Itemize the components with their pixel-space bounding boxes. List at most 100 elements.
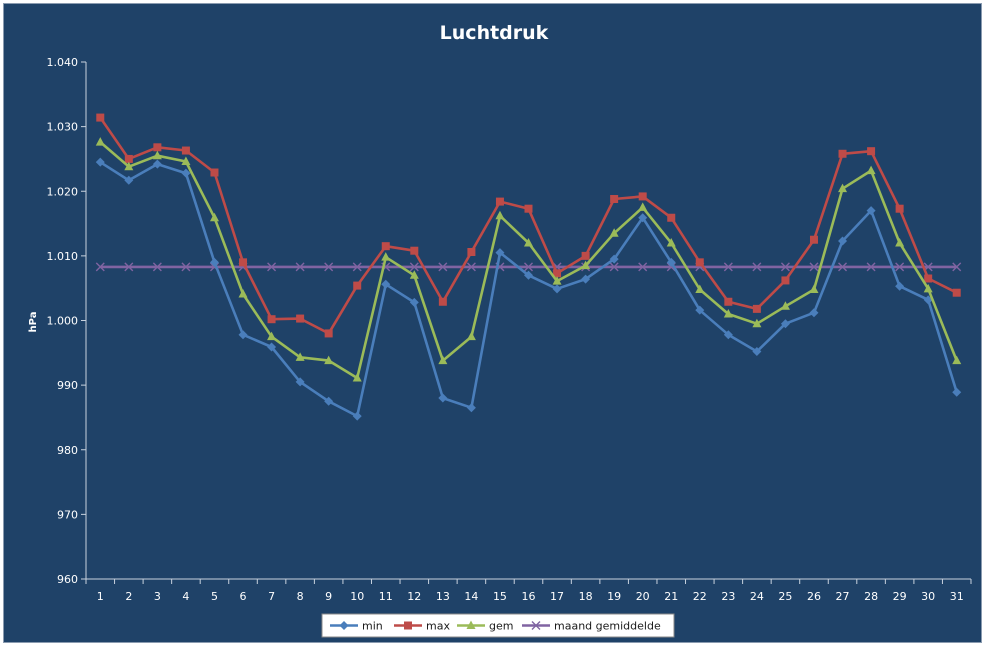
data-point-maand-gemiddelde bbox=[838, 262, 848, 272]
data-point-maand-gemiddelde bbox=[152, 262, 162, 272]
data-point-max bbox=[495, 197, 504, 206]
data-point-min bbox=[952, 387, 962, 397]
legend-label-maand-gemiddelde: maand gemiddelde bbox=[554, 620, 661, 633]
series-min bbox=[95, 157, 962, 421]
data-point-gem bbox=[209, 212, 219, 222]
data-point-max bbox=[752, 304, 761, 313]
y-tick-label: 1.030 bbox=[47, 121, 79, 134]
data-point-gem bbox=[267, 331, 277, 341]
data-point-max bbox=[781, 276, 790, 285]
data-point-gem bbox=[181, 156, 191, 166]
x-tick-label: 23 bbox=[721, 590, 735, 603]
legend-label-gem: gem bbox=[489, 620, 513, 633]
data-point-max bbox=[524, 204, 533, 213]
data-point-gem bbox=[409, 270, 419, 279]
y-axis-label: hPa bbox=[28, 312, 39, 333]
data-point-max bbox=[952, 288, 961, 297]
x-tick-label: 29 bbox=[893, 590, 907, 603]
data-point-gem bbox=[866, 165, 876, 175]
x-tick-label: 25 bbox=[778, 590, 792, 603]
series-maand-gemiddelde bbox=[95, 262, 962, 272]
data-point-gem bbox=[723, 309, 733, 318]
x-tick-label: 2 bbox=[125, 590, 132, 603]
y-tick-label: 1.020 bbox=[47, 185, 79, 198]
data-point-gem bbox=[352, 373, 362, 382]
data-point-min bbox=[295, 377, 305, 387]
data-point-max bbox=[581, 251, 590, 260]
data-point-max bbox=[296, 314, 305, 323]
y-tick-label: 980 bbox=[57, 444, 78, 457]
data-point-gem bbox=[895, 237, 905, 247]
data-point-maand-gemiddelde bbox=[352, 262, 362, 272]
y-tick-label: 1.000 bbox=[47, 315, 79, 328]
y-tick-label: 960 bbox=[57, 573, 78, 586]
data-point-min bbox=[695, 305, 705, 315]
legend: min max gem maand gemiddelde bbox=[321, 613, 675, 638]
data-point-max bbox=[867, 147, 876, 156]
data-point-min bbox=[95, 157, 105, 167]
series-layer bbox=[95, 113, 962, 421]
data-point-maand-gemiddelde bbox=[409, 262, 419, 272]
data-point-max bbox=[895, 204, 904, 213]
legend-marker-max bbox=[404, 621, 412, 630]
data-point-min bbox=[152, 159, 162, 169]
data-point-maand-gemiddelde bbox=[295, 262, 305, 272]
chart-area: Luchtdruk hPa 960 970 980 990 1.000 1.010 1.02… bbox=[3, 3, 982, 643]
data-point-maand-gemiddelde bbox=[666, 262, 676, 272]
data-point-min bbox=[124, 175, 134, 185]
y-tick-label: 1.010 bbox=[47, 250, 79, 263]
data-point-maand-gemiddelde bbox=[95, 262, 105, 272]
data-point-min bbox=[409, 297, 419, 307]
data-point-gem bbox=[581, 260, 591, 270]
series-line-gem bbox=[99, 141, 958, 380]
data-point-max bbox=[267, 315, 276, 324]
x-tick-label: 20 bbox=[636, 590, 650, 603]
data-point-min bbox=[381, 279, 391, 289]
data-point-max bbox=[181, 146, 190, 155]
series-max bbox=[96, 113, 961, 338]
y-tick-label: 990 bbox=[57, 379, 78, 392]
data-point-max bbox=[381, 242, 390, 251]
data-point-maand-gemiddelde bbox=[952, 262, 962, 272]
data-point-min bbox=[267, 342, 277, 352]
data-point-max bbox=[610, 195, 619, 204]
data-point-gem bbox=[780, 301, 790, 310]
data-point-min bbox=[552, 284, 562, 294]
data-point-max bbox=[924, 274, 933, 283]
data-point-max bbox=[96, 113, 105, 122]
data-point-gem bbox=[609, 228, 619, 237]
data-point-max bbox=[838, 149, 847, 158]
x-tick-label: 9 bbox=[325, 590, 332, 603]
x-tick-label: 18 bbox=[579, 590, 593, 603]
x-tick-label: 24 bbox=[750, 590, 764, 603]
data-point-min bbox=[352, 411, 362, 421]
data-point-gem bbox=[752, 318, 762, 328]
data-point-gem bbox=[809, 284, 819, 293]
data-point-gem bbox=[695, 284, 705, 293]
data-point-gem bbox=[466, 331, 476, 341]
data-point-max bbox=[695, 258, 704, 267]
data-point-maand-gemiddelde bbox=[466, 262, 476, 272]
legend-marker-gem bbox=[466, 620, 476, 629]
x-tick-label: 1 bbox=[97, 590, 104, 603]
data-point-min bbox=[780, 319, 790, 329]
data-point-min bbox=[581, 274, 591, 284]
y-tick-label: 1.040 bbox=[47, 56, 79, 69]
x-tick-label: 22 bbox=[693, 590, 707, 603]
data-point-min bbox=[809, 308, 819, 318]
data-point-max bbox=[410, 246, 419, 255]
x-tick-label: 5 bbox=[211, 590, 218, 603]
line-chart: Luchtdruk hPa 960 970 980 990 1.000 1.010 1.02… bbox=[28, 22, 972, 638]
data-point-maand-gemiddelde bbox=[866, 262, 876, 272]
x-tick-label: 12 bbox=[407, 590, 421, 603]
x-tick-label: 7 bbox=[268, 590, 275, 603]
data-point-gem bbox=[324, 355, 334, 365]
data-point-maand-gemiddelde bbox=[609, 262, 619, 272]
data-point-min bbox=[324, 396, 334, 406]
data-point-gem bbox=[638, 202, 648, 211]
data-point-maand-gemiddelde bbox=[780, 262, 790, 272]
x-tick-label: 4 bbox=[182, 590, 189, 603]
data-point-gem bbox=[495, 210, 505, 220]
data-point-maand-gemiddelde bbox=[267, 262, 277, 272]
legend-marker-min bbox=[339, 621, 349, 630]
